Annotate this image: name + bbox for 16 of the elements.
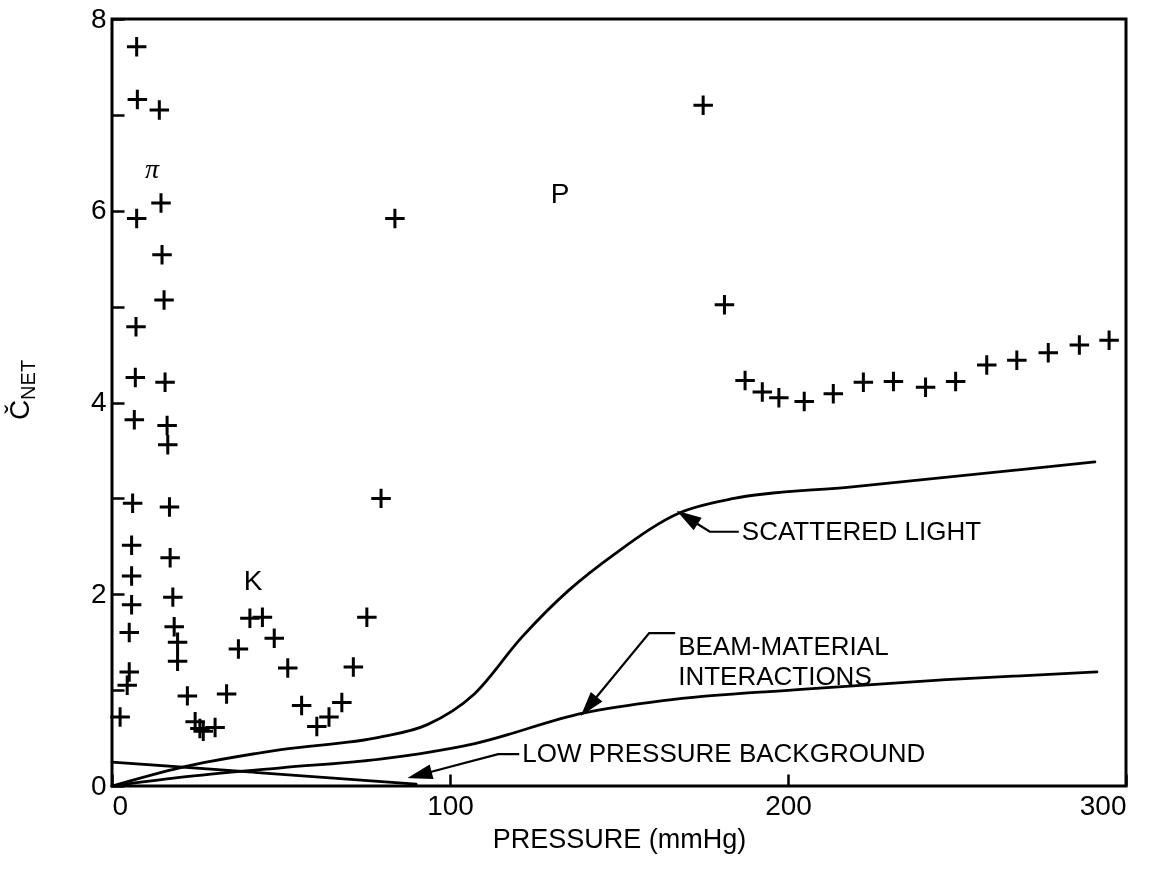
series-label: BEAM-MATERIAL INTERACTIONS	[678, 631, 889, 692]
x-tick-label: 300	[1079, 789, 1127, 821]
y-tick-label: 4	[90, 386, 107, 417]
legend-label: SCATTERED LIGHT	[741, 515, 982, 546]
y-tick-label: 6	[90, 194, 107, 226]
x-axis-title: PRESSURE (mmHg)	[492, 823, 747, 854]
x-tick-label: 200	[765, 789, 812, 821]
annotation: π	[144, 153, 160, 184]
y-tick-label: 0	[90, 769, 107, 801]
x-tick-label: 100	[427, 789, 474, 821]
y-tick-label: 2	[90, 577, 107, 609]
x-tick-label: 0	[112, 789, 129, 821]
legend-label: LOW PRESSURE BACKGROUND	[522, 738, 926, 769]
annotation: P	[550, 178, 570, 209]
annotation: K	[243, 565, 263, 596]
y-tick-label: 8	[90, 2, 107, 34]
